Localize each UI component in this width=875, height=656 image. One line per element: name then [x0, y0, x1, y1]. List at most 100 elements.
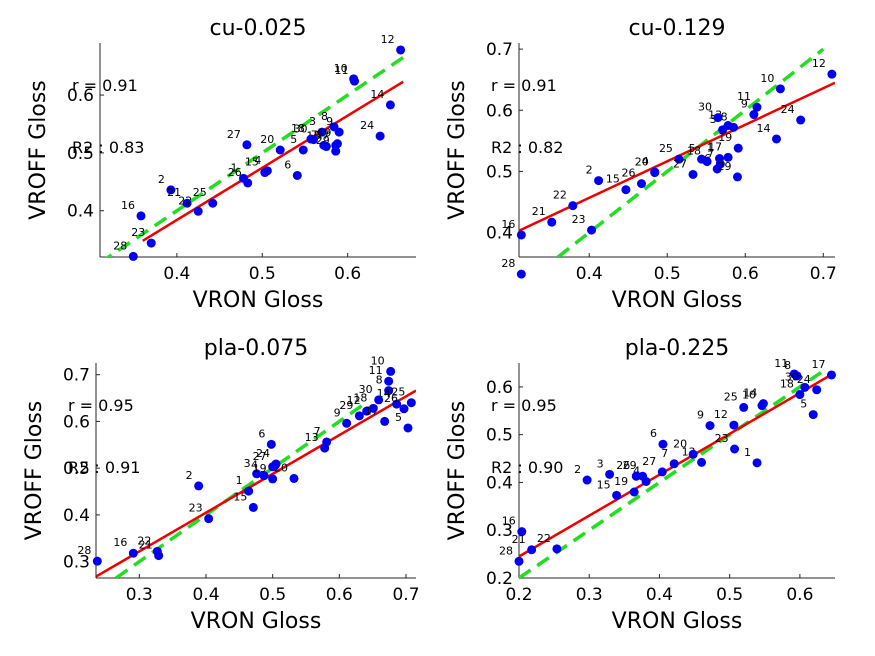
y-tick-label: 0.6: [486, 101, 513, 121]
point-label: 7: [661, 447, 668, 460]
data-point: [321, 142, 331, 152]
chart-panel-4: 0.2 0.3 0.4 0.5 0.60.20.30.40.50.612 34567891…: [445, 336, 836, 634]
point-label: 20: [260, 133, 274, 146]
data-point: [657, 467, 667, 477]
identity-line: [519, 371, 822, 578]
fit-line: [142, 80, 404, 242]
x-tick-label: 0.4: [576, 264, 603, 284]
data-point: [587, 225, 597, 235]
data-point: [332, 139, 342, 149]
x-axis-label: VRON Gloss: [193, 288, 324, 313]
data-point: [775, 84, 785, 94]
point-label: 19: [718, 131, 732, 144]
point-label: 16: [502, 515, 516, 528]
data-point: [527, 545, 537, 555]
point-label: 21: [167, 186, 181, 199]
y-tick-label: 0.3: [63, 553, 90, 573]
point-label: 30: [359, 383, 373, 396]
y-tick-label: 0.5: [63, 459, 90, 479]
chart-panel-2: 0.40.50.60.70.40.50.60.71234567891011121…: [445, 16, 837, 313]
point-label: 19: [253, 462, 267, 475]
data-point: [826, 370, 836, 380]
data-point: [275, 145, 285, 155]
x-tick-label: 0.5: [259, 585, 286, 605]
data-point: [128, 548, 138, 558]
data-point: [166, 185, 176, 195]
x-tick-label: 0.4: [646, 585, 673, 605]
point-label: 18: [687, 145, 701, 158]
x-tick-label: 0.5: [249, 264, 276, 284]
data-point: [629, 487, 639, 497]
point-label: 8: [321, 110, 328, 123]
point-label: 23: [715, 432, 729, 445]
data-point: [514, 556, 524, 566]
data-point: [386, 366, 396, 376]
y-axis-label: VROFF Gloss: [445, 401, 470, 541]
data-point: [268, 474, 278, 484]
stat-r2: R2 : 0.90: [491, 458, 563, 477]
point-label: 3: [244, 457, 251, 470]
data-point: [320, 443, 330, 453]
stat-r: r = 0.95: [68, 396, 134, 415]
y-tick-label: 0.3: [486, 521, 513, 541]
point-label: 29: [339, 399, 353, 412]
point-label: 9: [697, 409, 704, 422]
point-label: 14: [743, 387, 757, 400]
point-label: 7: [707, 147, 714, 160]
point-label: 8: [376, 374, 383, 387]
point-label: 29: [623, 459, 637, 472]
point-label: 18: [780, 378, 794, 391]
point-label: 2: [186, 469, 193, 482]
data-point: [517, 527, 527, 537]
point-label: 25: [391, 386, 405, 399]
x-axis-label: VRON Gloss: [612, 288, 743, 313]
data-point: [243, 178, 253, 188]
point-label: 12: [812, 57, 826, 70]
point-label: 16: [121, 199, 135, 212]
data-point: [702, 157, 712, 167]
point-label: 14: [370, 88, 384, 101]
data-point: [516, 269, 526, 279]
data-point: [752, 458, 762, 468]
point-label: 7: [314, 425, 321, 438]
data-point: [752, 102, 762, 112]
point-label: 5: [290, 133, 297, 146]
data-point: [259, 471, 269, 481]
point-label: 4: [251, 459, 258, 472]
data-point: [242, 140, 252, 150]
data-point: [516, 230, 526, 240]
data-point: [733, 143, 743, 153]
point-label: 2: [158, 173, 165, 186]
data-point: [152, 546, 162, 556]
data-point: [669, 459, 679, 469]
data-point: [713, 113, 723, 123]
data-point: [260, 168, 270, 178]
data-point: [594, 176, 604, 186]
point-label: 23: [572, 213, 586, 226]
data-point: [298, 145, 308, 155]
data-point: [208, 198, 218, 208]
point-label: 11: [737, 90, 751, 103]
point-label: 1: [707, 142, 714, 155]
point-label: 18: [291, 122, 305, 135]
point-label: 15: [245, 156, 259, 169]
data-point: [292, 170, 302, 180]
y-tick-label: 0.4: [67, 202, 94, 222]
data-point: [342, 418, 352, 428]
data-point: [636, 179, 646, 189]
x-tick-label: 0.4: [192, 585, 219, 605]
y-tick-label: 0.4: [486, 473, 513, 493]
data-point: [568, 201, 578, 211]
point-label: 19: [317, 127, 331, 140]
point-label: 26: [616, 459, 630, 472]
point-label: 6: [258, 427, 265, 440]
data-point: [650, 168, 660, 178]
y-tick-label: 0.5: [486, 162, 513, 182]
fit-line: [96, 389, 416, 578]
point-label: 12: [714, 408, 728, 421]
point-label: 22: [553, 189, 567, 202]
data-point: [730, 444, 740, 454]
data-point: [658, 439, 668, 449]
y-tick-label: 0.7: [486, 40, 513, 60]
